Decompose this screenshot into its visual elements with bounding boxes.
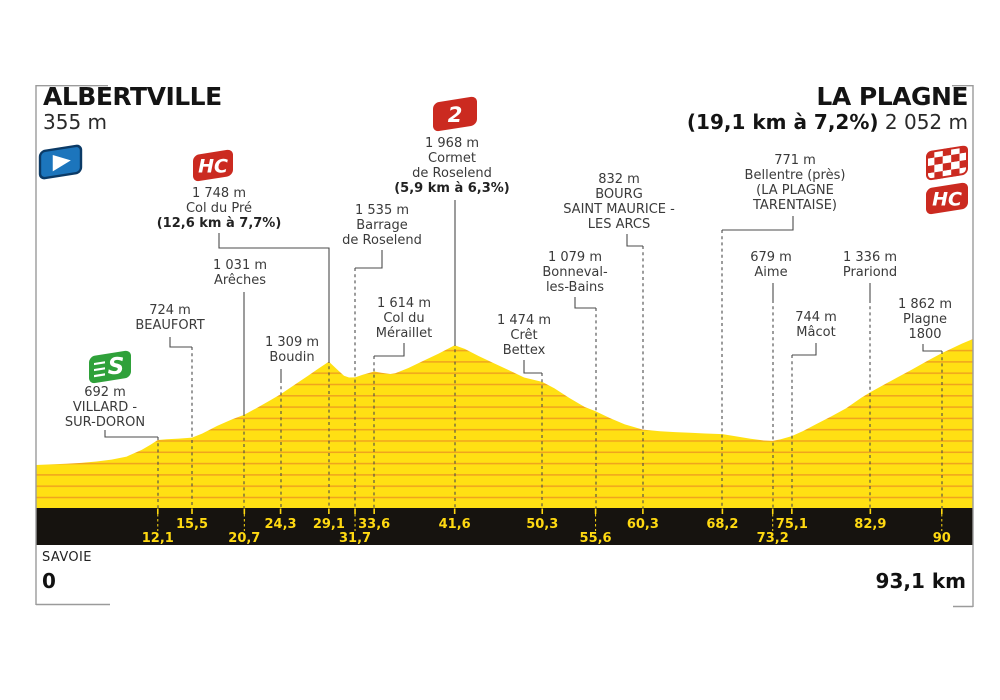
waypoint-connector	[355, 250, 383, 269]
axis-km-label: 12,1	[142, 531, 174, 546]
waypoint-connector	[922, 344, 942, 352]
svg-text:HC: HC	[198, 155, 228, 177]
svg-text:2: 2	[448, 103, 463, 127]
waypoint-connector	[218, 233, 330, 360]
hc-badge-icon: HC	[193, 149, 233, 182]
axis-km-label: 55,6	[580, 531, 612, 546]
waypoint-connector	[574, 297, 596, 309]
axis-km-label: 41,6	[439, 517, 471, 532]
sprint-badge-icon: S	[89, 350, 131, 384]
axis-km-label: 75,1	[776, 517, 808, 532]
waypoint-connector	[169, 337, 192, 348]
elevation-profile-area	[36, 339, 973, 508]
axis-km-label: 24,3	[265, 517, 297, 532]
axis-km-label: 82,9	[854, 517, 886, 532]
waypoint-connector	[104, 430, 158, 438]
axis-km-label: 29,1	[313, 517, 345, 532]
waypoint-connector	[722, 216, 794, 231]
axis-km-label: 50,3	[526, 517, 558, 532]
axis-km-label: 90	[933, 531, 951, 546]
category-2-badge-icon: 2	[433, 96, 477, 132]
axis-km-label: 68,2	[706, 517, 738, 532]
finish-hc-badge-icon: HC	[926, 182, 968, 215]
axis-km-label: 73,2	[757, 531, 789, 546]
axis-km-label: 33,6	[358, 517, 390, 532]
waypoint-connector	[626, 234, 643, 247]
waypoint-connector	[374, 343, 405, 357]
finish-flag-icon	[926, 144, 968, 182]
waypoint-connector	[523, 360, 542, 374]
distance-axis-band	[36, 508, 973, 545]
axis-km-label: 31,7	[339, 531, 371, 546]
svg-text:HC: HC	[932, 188, 962, 210]
axis-km-label: 15,5	[176, 517, 208, 532]
axis-km-label: 20,7	[228, 531, 260, 546]
axis-km-label: 60,3	[627, 517, 659, 532]
svg-text:S: S	[108, 354, 125, 380]
start-flag-icon	[38, 144, 83, 180]
waypoint-connector	[792, 343, 817, 356]
